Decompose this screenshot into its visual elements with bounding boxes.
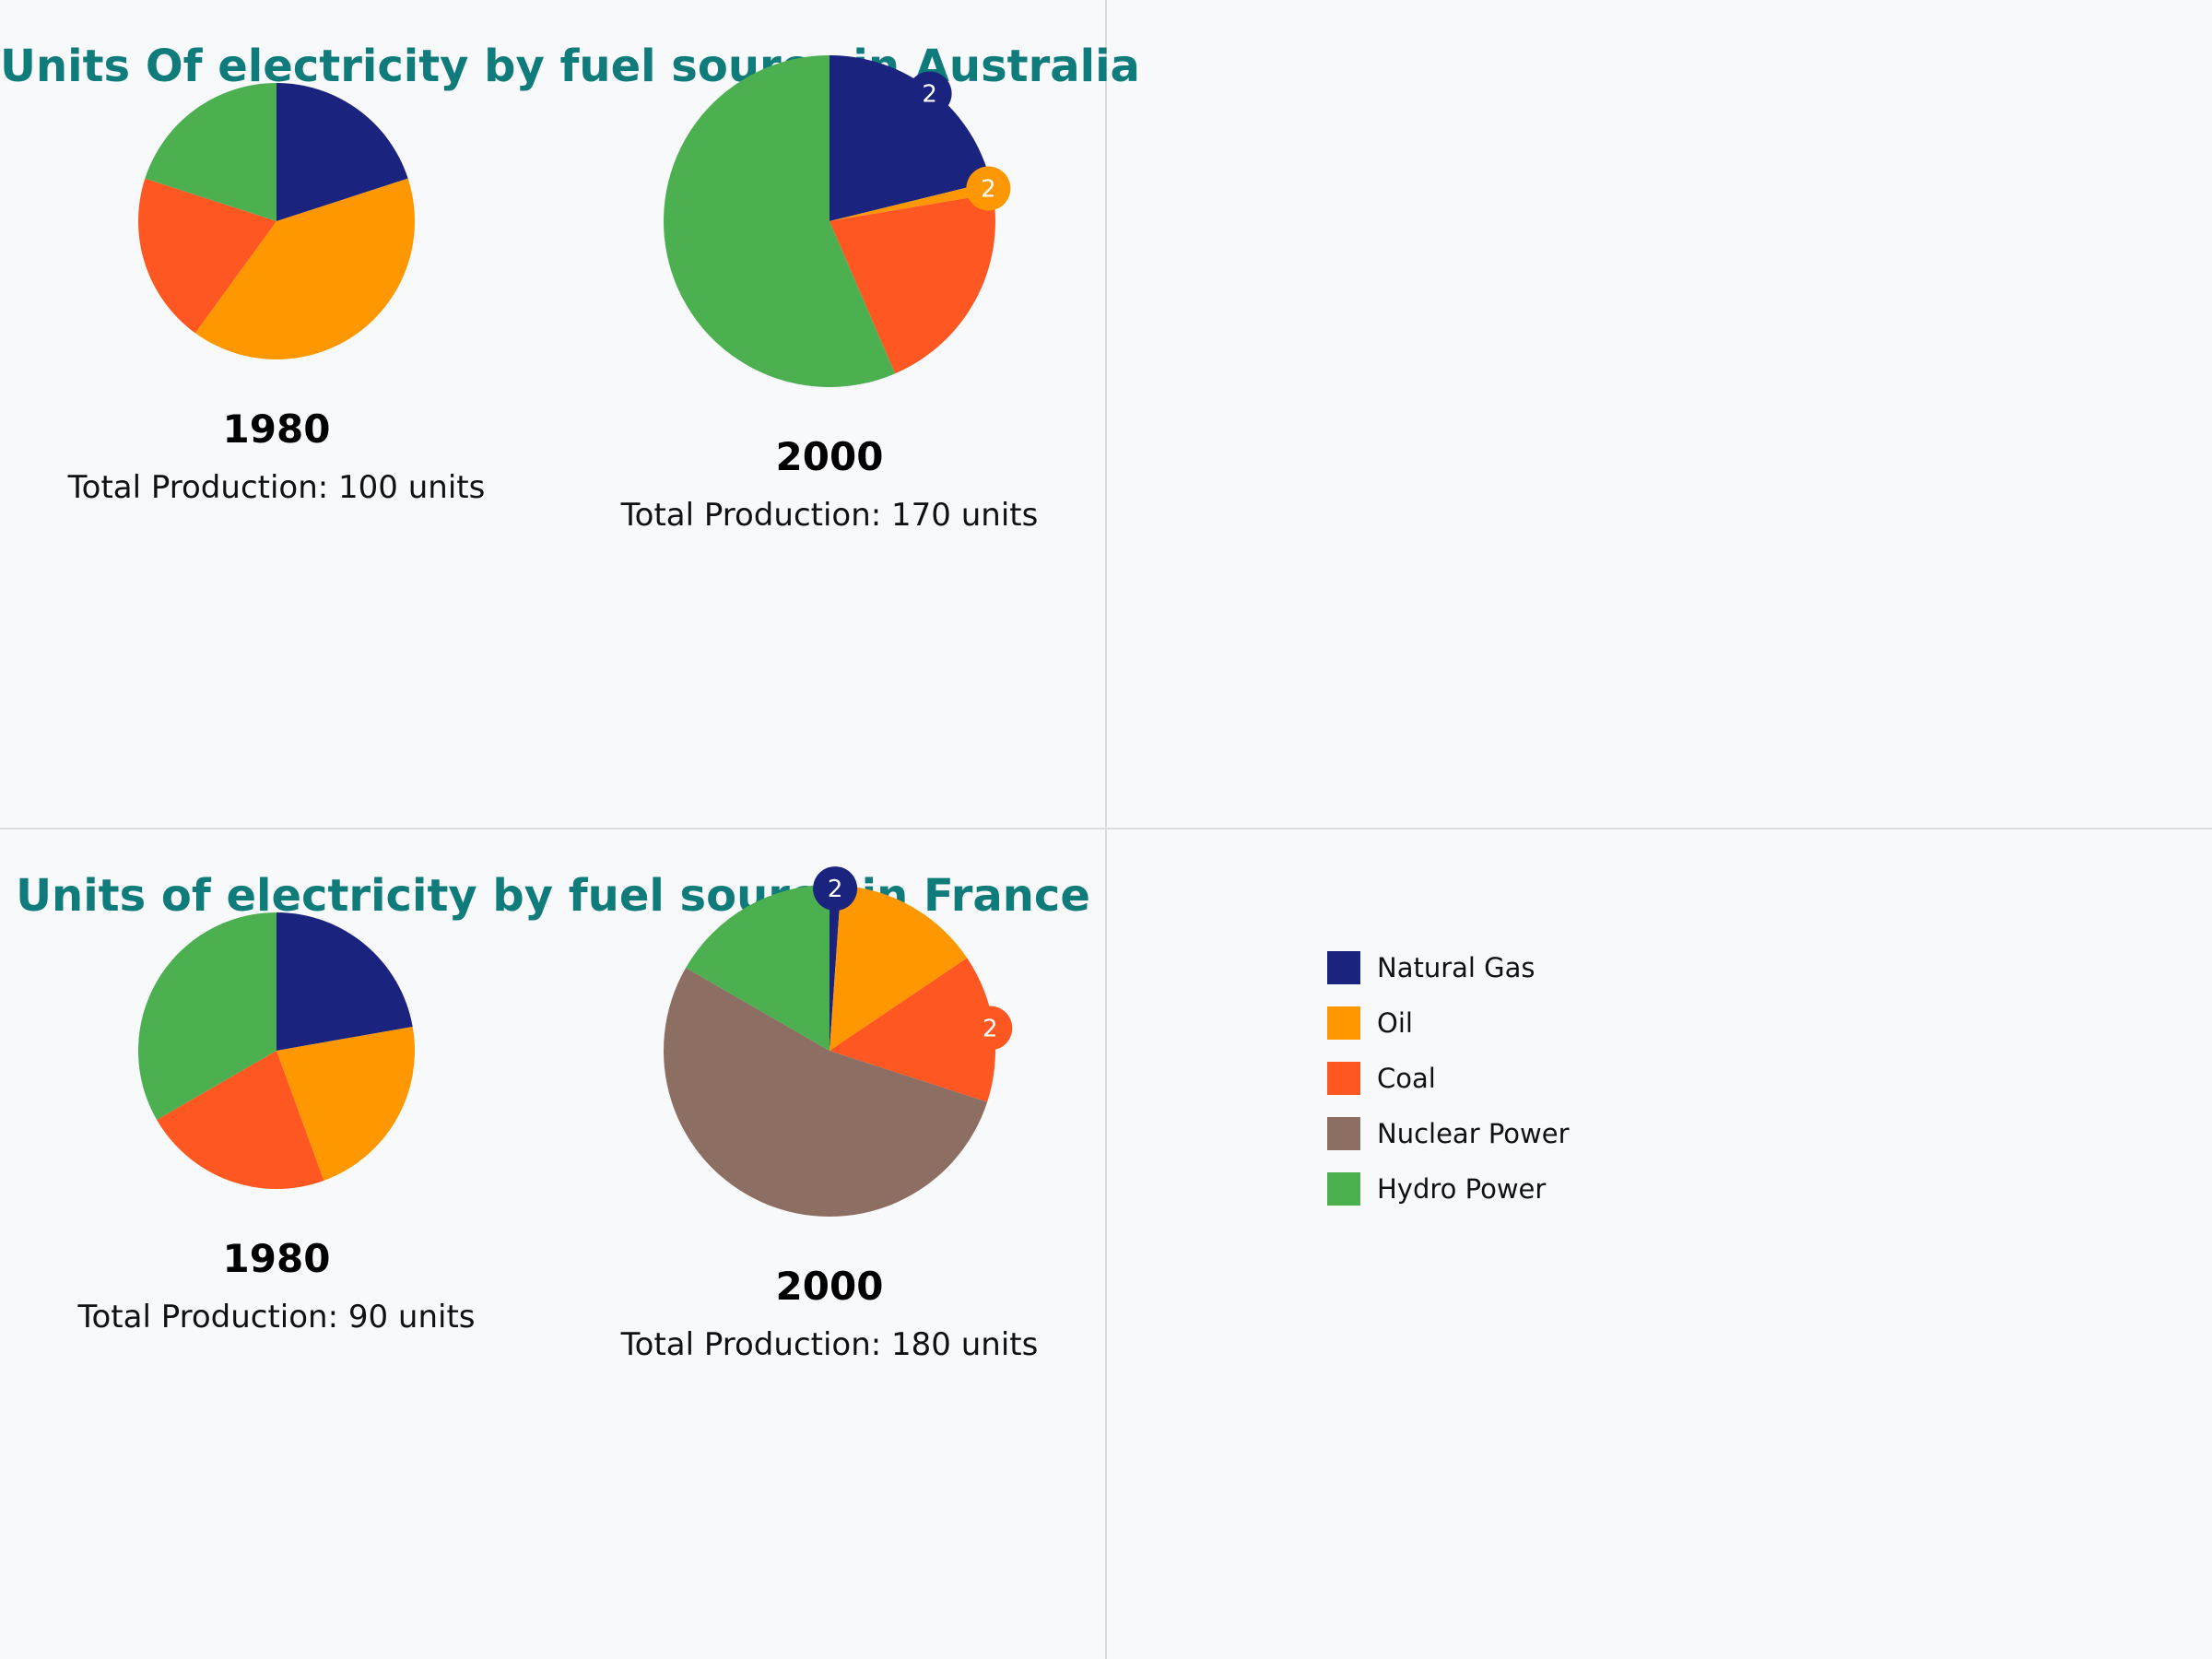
legend-swatch: [1327, 1062, 1360, 1095]
pie-slice-coal: [830, 958, 995, 1102]
legend: Natural Gas Oil Coal Nuclear Power Hydro…: [1327, 940, 1570, 1217]
panel-divider-vertical: [1105, 0, 1107, 1659]
pie-slice-coal: [830, 194, 996, 374]
panel-divider-horizontal: [0, 828, 2212, 830]
legend-swatch: [1327, 1006, 1360, 1040]
pie-slice-hydro-power: [686, 885, 830, 1051]
pie-slice-coal: [157, 1051, 324, 1189]
data-label-badge: [966, 166, 1011, 211]
data-label-badge: [968, 1006, 1013, 1051]
pie-slice-natural-gas: [276, 83, 408, 221]
pie-year-label: 1980: [223, 406, 331, 452]
data-label-badge: [813, 866, 858, 912]
legend-swatch: [1327, 1172, 1360, 1206]
pie-slice-natural-gas: [276, 912, 413, 1051]
data-label: 2: [828, 876, 843, 903]
pie-slice-hydro-power: [138, 912, 276, 1120]
pie-slice-hydro-power: [664, 55, 896, 387]
legend-item-hydro-power: Hydro Power: [1327, 1161, 1570, 1217]
data-label: 2: [981, 176, 996, 204]
pie-slice-oil: [194, 178, 416, 359]
legend-swatch: [1327, 1117, 1360, 1150]
pie-total-label: Total Production: 170 units: [620, 497, 1039, 534]
data-label: 2: [982, 1016, 998, 1043]
legend-item-natural-gas: Natural Gas: [1327, 940, 1570, 995]
pie-slice-nuclear-power: [663, 968, 988, 1218]
pie-slice-natural-gas: [830, 55, 991, 221]
data-label-badge: [907, 71, 952, 116]
pie-slice-oil: [830, 885, 968, 1051]
legend-label: Natural Gas: [1377, 952, 1535, 983]
pie-total-label: Total Production: 90 units: [76, 1299, 475, 1335]
pie-slice-coal: [137, 178, 276, 334]
legend-label: Nuclear Power: [1377, 1118, 1570, 1149]
legend-item-coal: Coal: [1327, 1051, 1570, 1106]
pie-year-label: 2000: [776, 434, 884, 479]
legend-item-nuclear-power: Nuclear Power: [1327, 1106, 1570, 1161]
australia-chart-title: Units Of electricity by fuel source in A…: [0, 41, 1140, 92]
legend-label: Hydro Power: [1377, 1173, 1547, 1205]
pie-slice-oil: [830, 182, 994, 221]
legend-label: Coal: [1377, 1063, 1436, 1094]
legend-item-oil: Oil: [1327, 995, 1570, 1051]
pie-slice-oil: [276, 1026, 415, 1181]
pie-year-label: 2000: [776, 1264, 884, 1309]
pie-year-label: 1980: [223, 1236, 331, 1281]
pie-total-label: Total Production: 100 units: [67, 469, 486, 506]
pie-slice-hydro-power: [145, 83, 276, 221]
legend-label: Oil: [1377, 1007, 1413, 1039]
data-label: 2: [922, 81, 937, 109]
legend-swatch: [1327, 951, 1360, 984]
pie-slice-natural-gas: [830, 885, 841, 1051]
pie-total-label: Total Production: 180 units: [620, 1326, 1039, 1363]
